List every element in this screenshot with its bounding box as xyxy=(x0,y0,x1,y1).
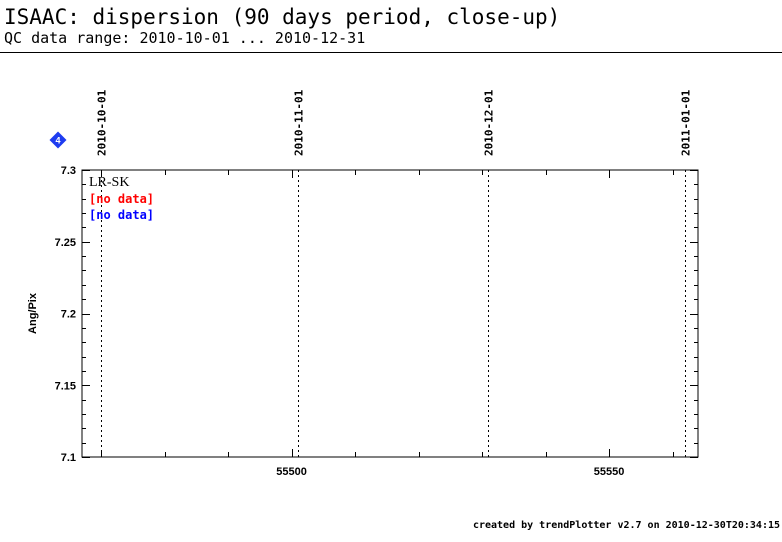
title-divider xyxy=(0,52,782,53)
y-tick-label: 7.15 xyxy=(55,380,76,392)
badge-icon[interactable]: 4 xyxy=(49,131,67,149)
y-tick-label: 7.1 xyxy=(61,452,76,464)
y-tick-label: 7.25 xyxy=(55,237,76,249)
footer-credit: created by trendPlotter v2.7 on 2010-12-… xyxy=(472,520,780,531)
plot-frame xyxy=(81,169,699,458)
y-tick-label: 7.3 xyxy=(61,165,76,177)
legend-setting: LR-SK xyxy=(89,175,129,190)
legend-no-data: [no data] xyxy=(89,208,154,222)
y-axis-label: Ang/Pix xyxy=(27,292,39,334)
date-marker-label: 2010-10-01 xyxy=(96,89,109,156)
x-axis-ticks: 55500 55550 xyxy=(101,170,674,478)
y-axis-ticks: 7.1 7.15 7.2 7.25 7.3 xyxy=(55,165,698,464)
chart-title: ISAAC: dispersion (90 days period, close… xyxy=(4,5,561,29)
badge-number: 4 xyxy=(55,136,60,146)
date-marker-label: 2010-11-01 xyxy=(293,89,306,156)
date-markers: 2010-10-01 2010-11-01 2010-12-01 2011-01-01 xyxy=(96,89,693,457)
x-tick-label: 55500 xyxy=(276,466,307,478)
chart-subtitle: QC data range: 2010-10-01 ... 2010-12-31 xyxy=(4,29,366,47)
legend-no-data: [no data] xyxy=(89,192,154,206)
date-marker-label: 2011-01-01 xyxy=(680,89,693,156)
x-tick-label: 55550 xyxy=(594,466,625,478)
y-tick-label: 7.2 xyxy=(61,309,76,321)
legend: LR-SK [no data] [no data] xyxy=(89,175,154,222)
date-marker-label: 2010-12-01 xyxy=(483,89,496,156)
